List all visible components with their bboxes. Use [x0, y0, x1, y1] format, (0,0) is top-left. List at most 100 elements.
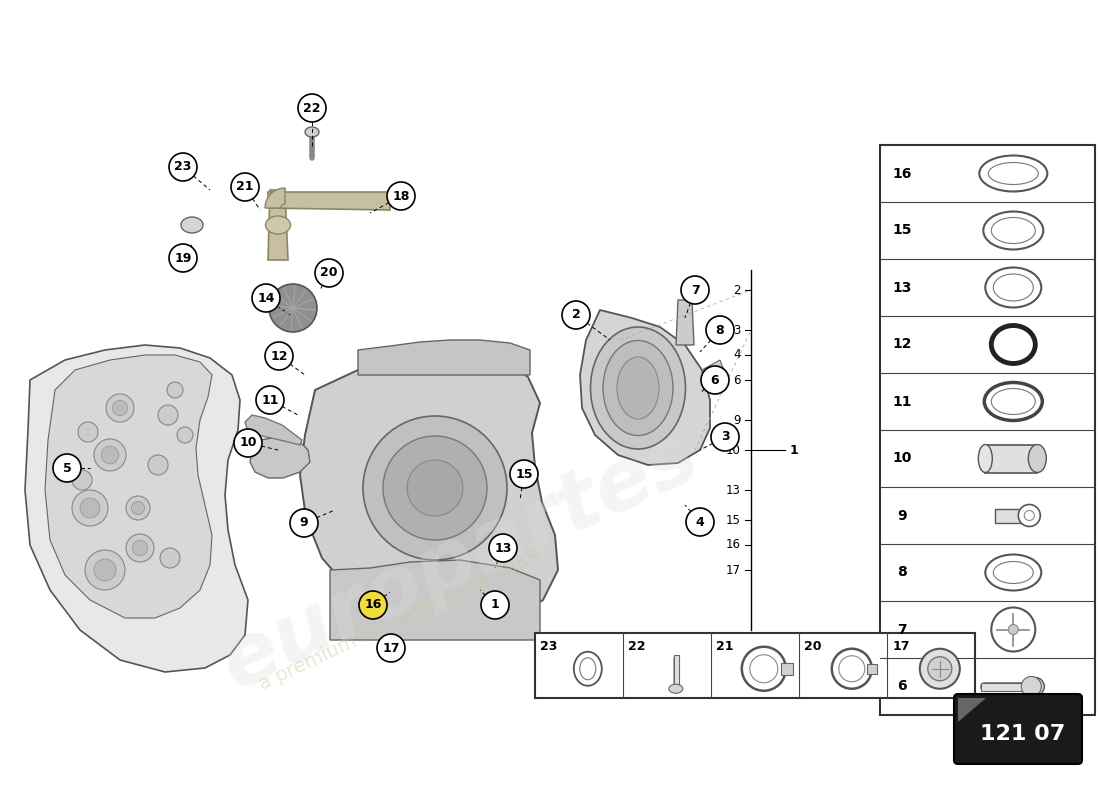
Text: 16: 16 — [892, 166, 912, 181]
Circle shape — [991, 607, 1035, 651]
Circle shape — [94, 559, 115, 581]
Text: 5: 5 — [63, 462, 72, 474]
Circle shape — [927, 657, 952, 681]
Circle shape — [231, 173, 258, 201]
FancyBboxPatch shape — [954, 694, 1082, 764]
Circle shape — [1019, 505, 1041, 526]
Text: 6: 6 — [711, 374, 719, 386]
Circle shape — [167, 382, 183, 398]
Text: 22: 22 — [304, 102, 321, 114]
Text: 21: 21 — [716, 641, 734, 654]
Circle shape — [315, 259, 343, 287]
Polygon shape — [358, 340, 530, 375]
Circle shape — [359, 591, 387, 619]
Circle shape — [169, 153, 197, 181]
Circle shape — [407, 460, 463, 516]
Circle shape — [234, 429, 262, 457]
Circle shape — [1009, 625, 1019, 634]
Ellipse shape — [993, 274, 1033, 301]
Text: 7: 7 — [691, 283, 700, 297]
Text: 6: 6 — [734, 374, 741, 386]
Circle shape — [1021, 677, 1042, 697]
Circle shape — [112, 400, 128, 416]
Circle shape — [106, 394, 134, 422]
Circle shape — [681, 276, 710, 304]
Ellipse shape — [978, 445, 992, 473]
Circle shape — [256, 386, 284, 414]
Text: 6: 6 — [898, 679, 906, 694]
Polygon shape — [330, 560, 540, 640]
Polygon shape — [268, 190, 288, 260]
Ellipse shape — [986, 267, 1042, 307]
Circle shape — [387, 182, 415, 210]
Text: 11: 11 — [892, 394, 912, 409]
Ellipse shape — [991, 326, 1035, 363]
Circle shape — [126, 534, 154, 562]
Polygon shape — [958, 698, 986, 722]
Bar — [880, 145, 1094, 715]
Ellipse shape — [986, 554, 1042, 590]
Text: 8: 8 — [716, 323, 724, 337]
Circle shape — [377, 634, 405, 662]
Text: europartes: europartes — [209, 414, 712, 706]
Circle shape — [832, 649, 872, 689]
Circle shape — [72, 490, 108, 526]
Circle shape — [290, 509, 318, 537]
Circle shape — [750, 654, 778, 682]
Text: 3: 3 — [734, 323, 741, 337]
Circle shape — [126, 496, 150, 520]
Text: 8: 8 — [898, 566, 906, 579]
Circle shape — [148, 455, 168, 475]
Circle shape — [839, 656, 865, 682]
Circle shape — [252, 284, 280, 312]
Text: 15: 15 — [892, 223, 912, 238]
Polygon shape — [45, 355, 212, 618]
Text: 7: 7 — [898, 622, 906, 637]
Circle shape — [562, 301, 590, 329]
Text: 9: 9 — [299, 517, 308, 530]
Ellipse shape — [979, 155, 1047, 191]
Ellipse shape — [265, 216, 290, 234]
Text: a premium for parts since 1985: a premium for parts since 1985 — [256, 546, 543, 694]
Text: 9: 9 — [898, 509, 906, 522]
Circle shape — [177, 427, 192, 443]
Text: 14: 14 — [257, 291, 275, 305]
Text: 12: 12 — [892, 338, 912, 351]
Polygon shape — [580, 310, 710, 465]
Bar — [867, 664, 877, 674]
Text: 11: 11 — [262, 394, 278, 406]
Circle shape — [53, 454, 81, 482]
Circle shape — [298, 94, 326, 122]
Ellipse shape — [305, 127, 319, 137]
Ellipse shape — [993, 562, 1033, 583]
Circle shape — [131, 502, 144, 514]
Text: 22: 22 — [628, 641, 646, 654]
Circle shape — [481, 591, 509, 619]
Polygon shape — [25, 345, 248, 672]
Ellipse shape — [669, 684, 683, 694]
Polygon shape — [702, 360, 725, 383]
Text: 23: 23 — [174, 161, 191, 174]
Bar — [981, 682, 1025, 690]
Text: 3: 3 — [720, 430, 729, 443]
Text: 18: 18 — [393, 190, 409, 202]
Text: 9: 9 — [734, 414, 741, 426]
Text: 12: 12 — [271, 350, 288, 362]
Bar — [996, 509, 1023, 522]
Text: 10: 10 — [726, 443, 741, 457]
Circle shape — [101, 446, 119, 464]
Polygon shape — [245, 415, 302, 445]
Circle shape — [158, 405, 178, 425]
Ellipse shape — [988, 162, 1038, 185]
Text: 20: 20 — [804, 641, 822, 654]
Text: 21: 21 — [236, 181, 254, 194]
Circle shape — [701, 366, 729, 394]
Polygon shape — [676, 300, 694, 345]
Text: 121 07: 121 07 — [980, 724, 1066, 744]
Circle shape — [510, 460, 538, 488]
Circle shape — [1024, 510, 1034, 521]
Text: 4: 4 — [734, 349, 741, 362]
Text: 1: 1 — [491, 598, 499, 611]
Ellipse shape — [182, 217, 204, 233]
Bar — [986, 445, 1037, 473]
